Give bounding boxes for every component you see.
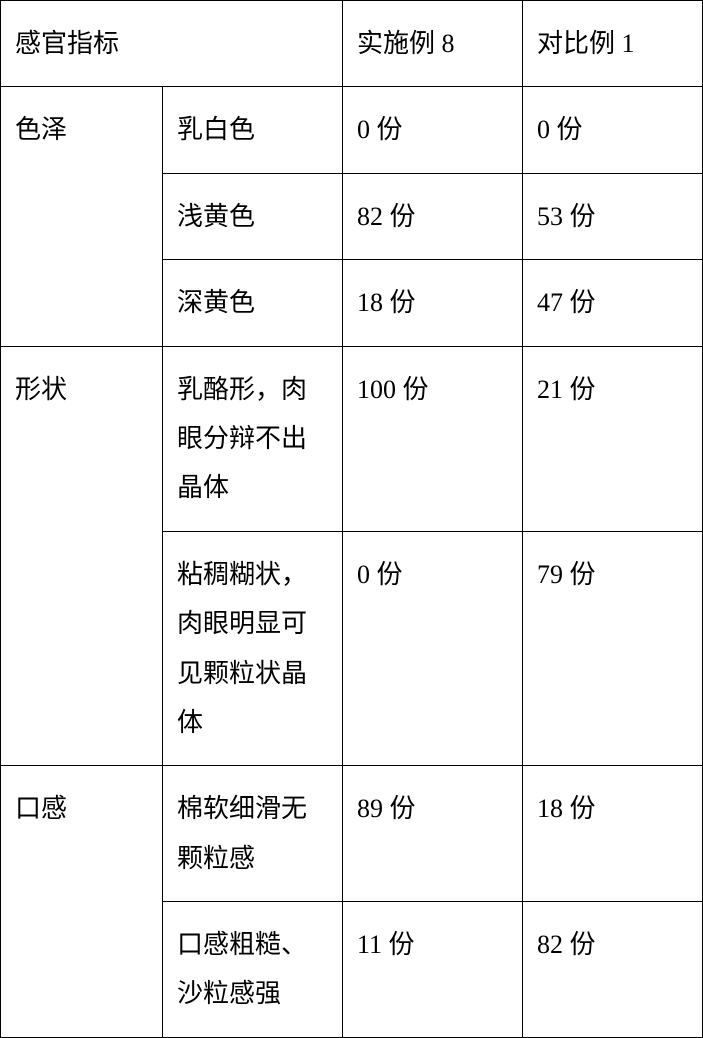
table-row: 口感 棉软细滑无颗粒感 89 份 18 份 xyxy=(1,766,703,902)
header-example-8: 实施例 8 xyxy=(343,1,523,87)
category-color: 色泽 xyxy=(1,87,163,346)
criteria-cell: 乳白色 xyxy=(163,87,343,173)
value-cell: 0 份 xyxy=(343,87,523,173)
table-row: 色泽 乳白色 0 份 0 份 xyxy=(1,87,703,173)
value-cell: 18 份 xyxy=(523,766,703,902)
category-taste: 口感 xyxy=(1,766,163,1038)
value-cell: 0 份 xyxy=(343,531,523,766)
sensory-table-container: 感官指标 实施例 8 对比例 1 色泽 乳白色 0 份 0 份 浅黄色 82 份… xyxy=(0,0,703,1038)
value-cell: 0 份 xyxy=(523,87,703,173)
value-cell: 53 份 xyxy=(523,173,703,259)
value-cell: 21 份 xyxy=(523,346,703,531)
criteria-cell: 乳酪形，肉眼分辩不出晶体 xyxy=(163,346,343,531)
value-cell: 79 份 xyxy=(523,531,703,766)
category-shape: 形状 xyxy=(1,346,163,766)
header-sensory-index: 感官指标 xyxy=(1,1,343,87)
sensory-table: 感官指标 实施例 8 对比例 1 色泽 乳白色 0 份 0 份 浅黄色 82 份… xyxy=(0,0,703,1038)
value-cell: 82 份 xyxy=(523,902,703,1038)
criteria-cell: 粘稠糊状，肉眼明显可见颗粒状晶体 xyxy=(163,531,343,766)
value-cell: 47 份 xyxy=(523,260,703,346)
value-cell: 89 份 xyxy=(343,766,523,902)
criteria-cell: 深黄色 xyxy=(163,260,343,346)
header-compare-1: 对比例 1 xyxy=(523,1,703,87)
header-row: 感官指标 实施例 8 对比例 1 xyxy=(1,1,703,87)
value-cell: 18 份 xyxy=(343,260,523,346)
criteria-cell: 浅黄色 xyxy=(163,173,343,259)
value-cell: 11 份 xyxy=(343,902,523,1038)
criteria-cell: 棉软细滑无颗粒感 xyxy=(163,766,343,902)
table-row: 形状 乳酪形，肉眼分辩不出晶体 100 份 21 份 xyxy=(1,346,703,531)
value-cell: 100 份 xyxy=(343,346,523,531)
criteria-cell: 口感粗糙、沙粒感强 xyxy=(163,902,343,1038)
value-cell: 82 份 xyxy=(343,173,523,259)
